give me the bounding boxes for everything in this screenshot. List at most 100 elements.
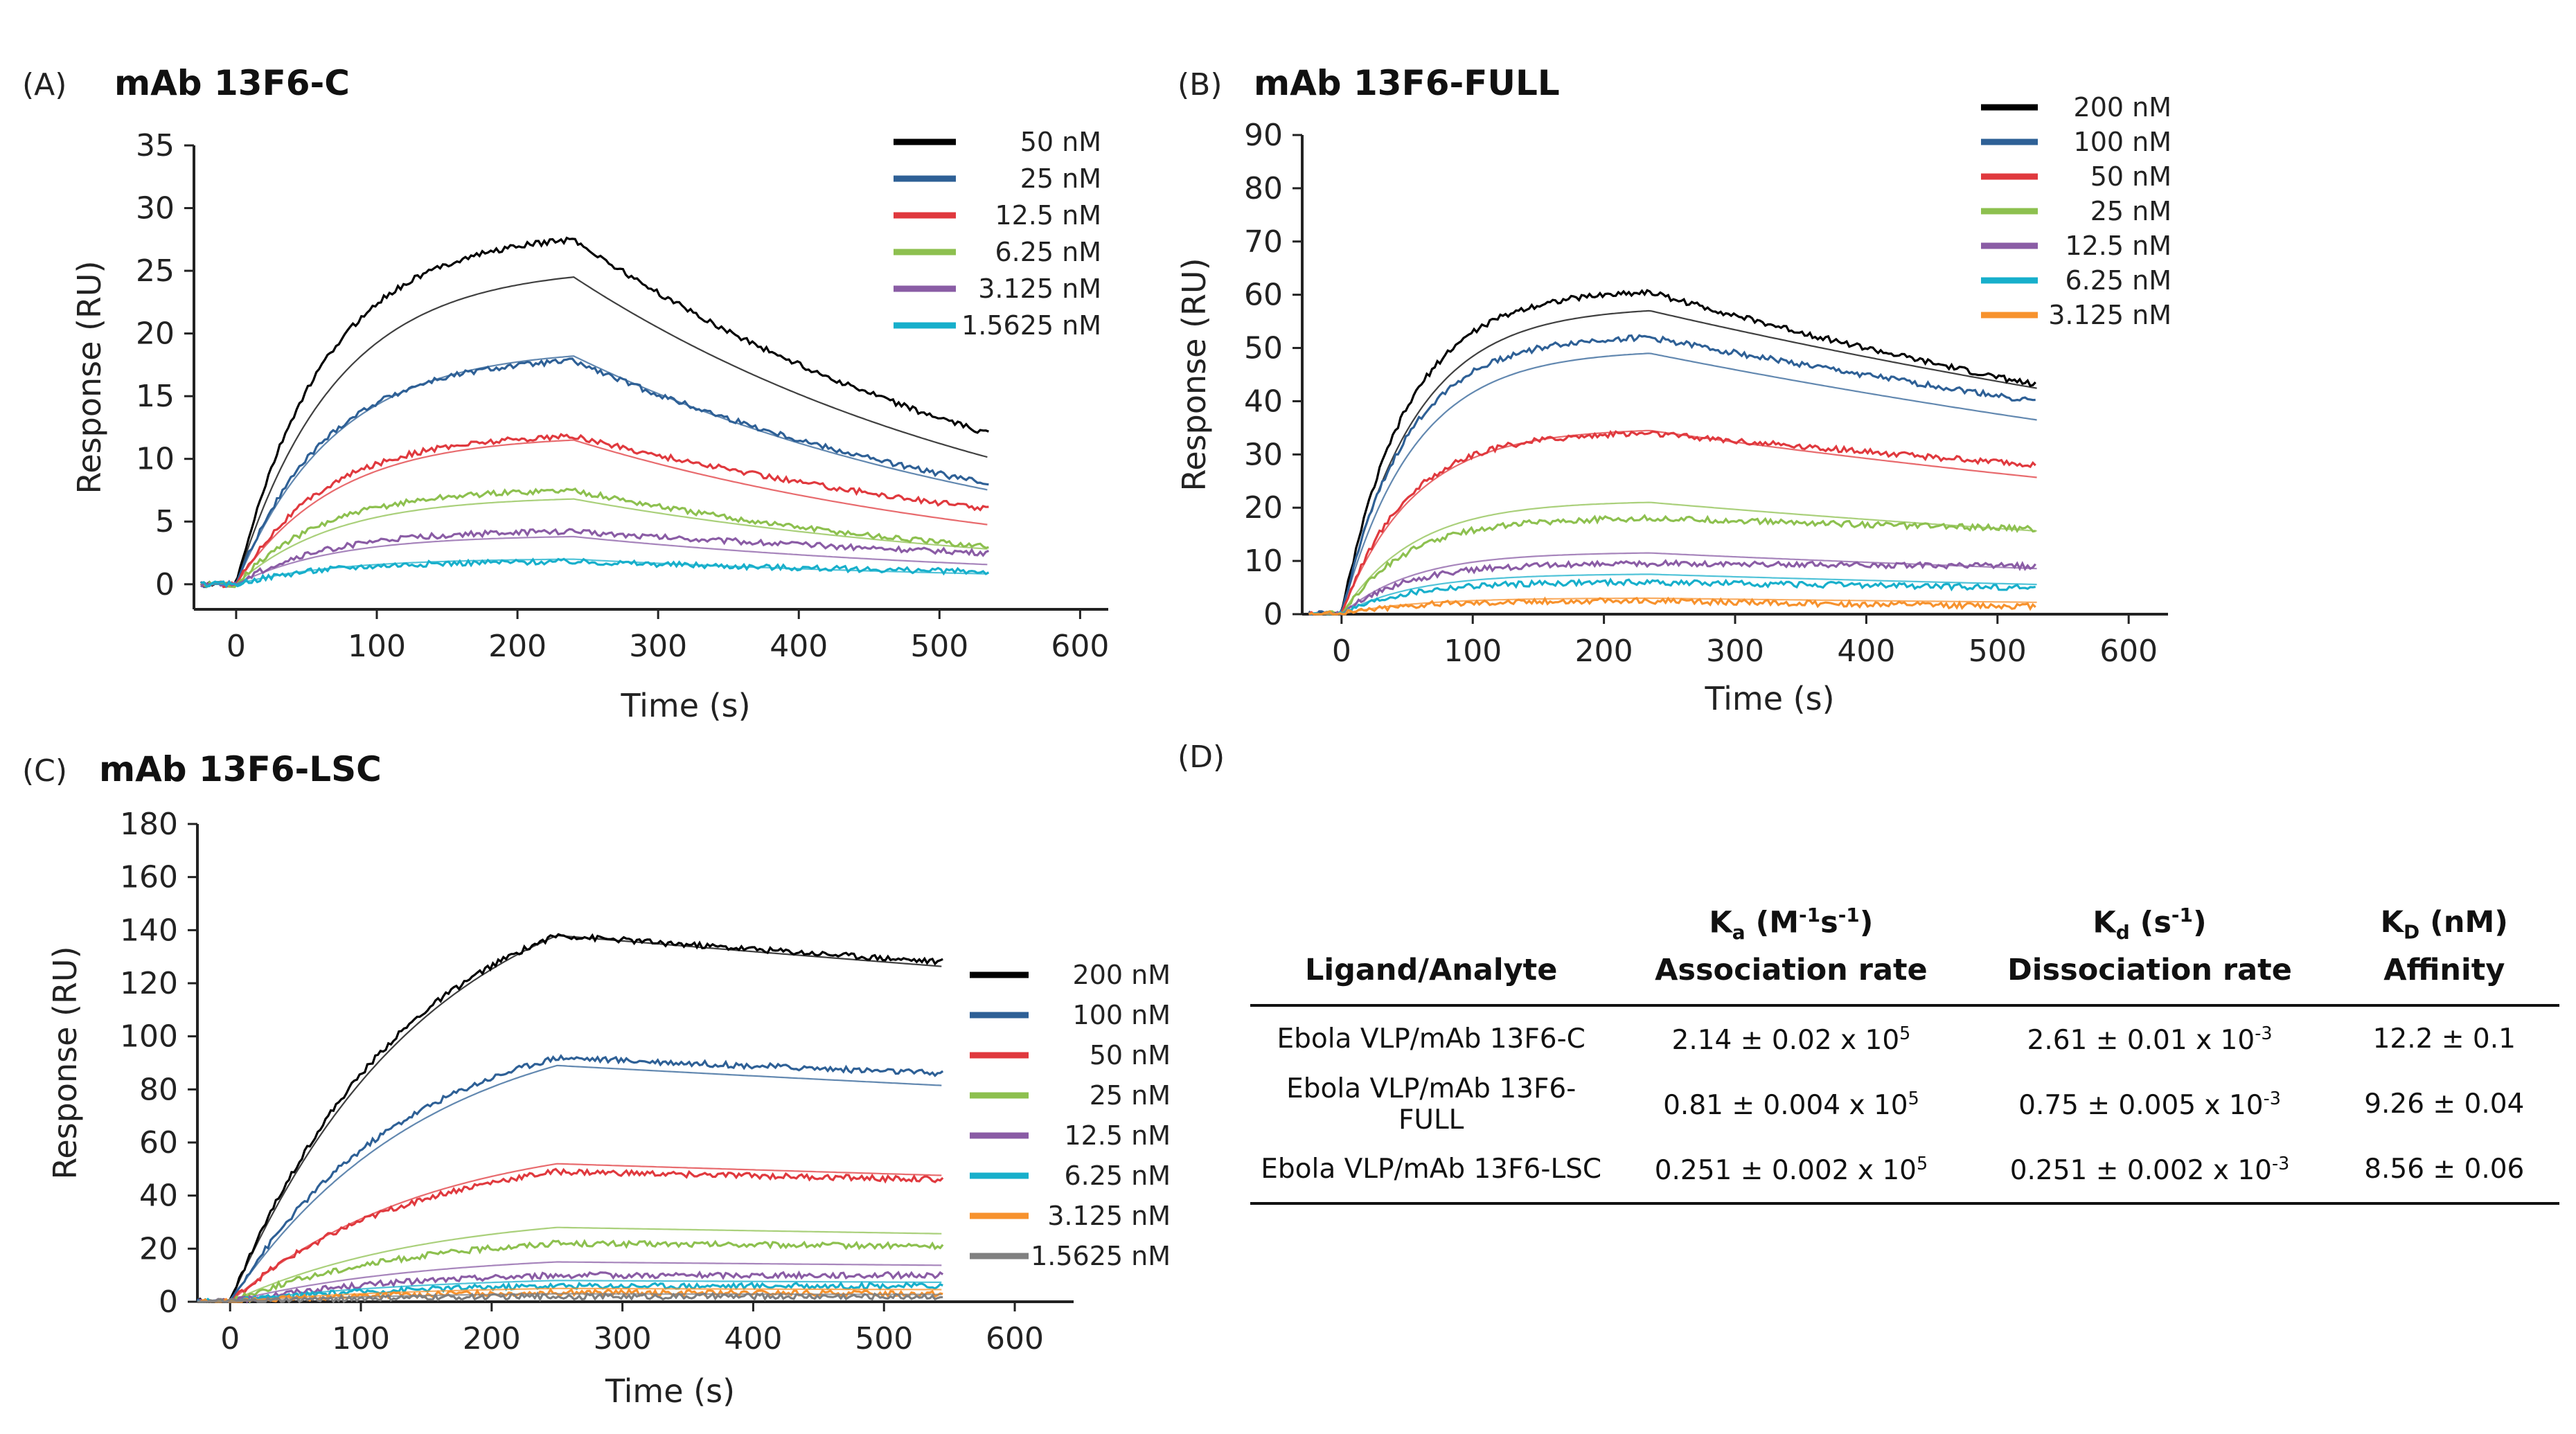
kd-value: 0.251 ± 0.002 x 10 [2009,1154,2272,1186]
x-tick-label: 100 [332,1321,390,1356]
series-100-nM [1308,334,2037,616]
cell-ka: 2.14 ± 0.02 x 105 [1612,1005,1970,1072]
legend-label: 200 nM [2074,92,2171,123]
ka-exp: 5 [1899,1022,1911,1043]
kd-unit-pre: (s [2129,905,2171,940]
fit-curve [204,1226,942,1303]
legend-label: 25 nM [2090,196,2171,226]
data-curve [196,1054,944,1303]
y-tick-label: 0 [159,1284,178,1320]
legend-label: 12.5 nM [995,200,1101,231]
y-tick-label: 180 [120,807,178,842]
series-25-nM [1308,501,2037,616]
legend-label: 6.25 nM [2065,265,2171,296]
fit-curve [204,1064,942,1303]
y-tick-label: 100 [120,1019,178,1055]
KD-sub: D [2404,920,2420,944]
KD-unit: (nM) [2419,905,2508,940]
y-axis-title: Response (RU) [1175,258,1213,491]
kd-symbol: K [2093,905,2116,940]
cell-ligand: Ebola VLP/mAb 13F6-LSC [1250,1136,1613,1205]
y-tick-label: 20 [139,1231,178,1266]
series-1.5625-nM [197,1291,943,1304]
legend: 200 nM 100 nM 50 nM 25 nM 12.5 nM 6.25 nM 3.12… [1981,92,2171,330]
series-200-nM [196,933,943,1303]
legend-label: 50 nM [1020,127,1101,157]
y-tick-label: 30 [1244,437,1283,472]
x-axis-title: Time (s) [1704,680,1834,717]
kinetics-table: Ligand/Analyte Ka (M-1s-1) Association r… [1250,890,2559,1205]
x-tick-label: 0 [226,629,246,664]
legend-label: 100 nM [1073,1000,1171,1030]
ka-unit-sup1: -1 [1799,904,1821,926]
x-tick-label: 600 [986,1321,1044,1356]
fit-curve [208,558,988,585]
x-tick-label: 500 [855,1321,913,1356]
panel-a-letter: (A) [22,67,66,102]
fit-curve [1315,597,2037,616]
cell-ka: 0.251 ± 0.002 x 105 [1612,1136,1971,1205]
fit-curve [204,1287,942,1303]
y-tick-label: 80 [1244,171,1283,206]
panel-b-letter: (B) [1178,67,1223,102]
ka-desc: Association rate [1655,952,1928,987]
fit-curve [208,439,988,585]
series-3.125-nM [1308,596,2037,616]
header-ka: Ka (M-1s-1) Association rate [1612,890,1971,1007]
x-tick-label: 200 [463,1321,521,1356]
panel-c-letter: (C) [22,753,67,789]
ka-symbol: K [1709,905,1732,940]
axes: 0 100 200 300 400 500 600 0 20 40 60 80 100 120 140 160… [120,807,1074,1356]
ka-exp: 5 [1916,1152,1928,1174]
fit-curve [208,498,988,585]
cell-kd: 0.251 ± 0.002 x 10-3 [1970,1136,2329,1205]
series-6.25-nM [1308,573,2037,616]
y-tick-label: 120 [120,966,178,1001]
kd-value: 2.61 ± 0.01 x 10 [2027,1024,2255,1056]
y-tick-label: 70 [1244,224,1283,260]
ka-unit-sup2: -1 [1838,904,1860,926]
data-curve [1308,596,2036,616]
y-tick-label: 140 [120,913,178,948]
kd-unit-post: ) [2192,905,2207,940]
legend-label: 12.5 nM [1064,1120,1171,1151]
series-1.5625-nM [200,557,990,589]
y-tick-label: 40 [139,1178,178,1214]
y-tick-label: 20 [136,316,175,352]
header-KD: KD (nM) Affinity [2329,890,2559,1007]
series-25-nM [197,1226,944,1303]
data-curve [197,1239,944,1303]
legend-label: 1.5625 nM [1031,1241,1171,1271]
x-tick-label: 0 [220,1321,240,1356]
legend-label: 3.125 nM [1047,1201,1171,1231]
fit-curve [208,276,988,585]
x-tick-label: 600 [2099,634,2158,669]
ka-unit-mid: s [1820,905,1838,940]
legend-label: 50 nM [1090,1040,1171,1070]
legend-label: 100 nM [2074,127,2171,157]
y-tick-label: 40 [1244,384,1283,419]
y-axis-title: Response (RU) [71,260,108,494]
header-kd: Kd (s-1) Dissociation rate [1970,890,2329,1007]
table-header-row: Ligand/Analyte Ka (M-1s-1) Association r… [1250,890,2559,1007]
series-6.25-nM [200,487,989,589]
x-tick-label: 300 [594,1321,652,1356]
y-tick-label: 10 [1244,544,1283,579]
y-tick-label: 30 [136,191,175,226]
data-curve [197,1270,944,1304]
x-tick-label: 300 [629,629,687,664]
x-tick-label: 400 [1837,634,1895,669]
series-12.5-nM [200,433,989,589]
series-25-nM [199,355,989,589]
chart-b: 0 100 200 300 400 500 600 0 10 20 30 40 50 60 70 80 90 Ti… [1175,92,2171,717]
legend: 200 nM 100 nM 50 nM 25 nM 12.5 nM 6.25 nM 3.12… [970,960,1171,1271]
x-axis-title: Time (s) [620,687,750,724]
cell-KD: 8.56 ± 0.06 [2329,1136,2559,1205]
data-curve [197,1291,943,1304]
data-curve [1308,334,2036,616]
axes: 0 100 200 300 400 500 600 0 10 20 30 40 50 60 70 80 90 [1244,118,2168,669]
ka-value: 0.81 ± 0.004 x 10 [1663,1089,1908,1121]
legend-label: 3.125 nM [2048,300,2171,330]
x-tick-label: 100 [348,629,406,664]
ka-unit-post: ) [1859,905,1874,940]
